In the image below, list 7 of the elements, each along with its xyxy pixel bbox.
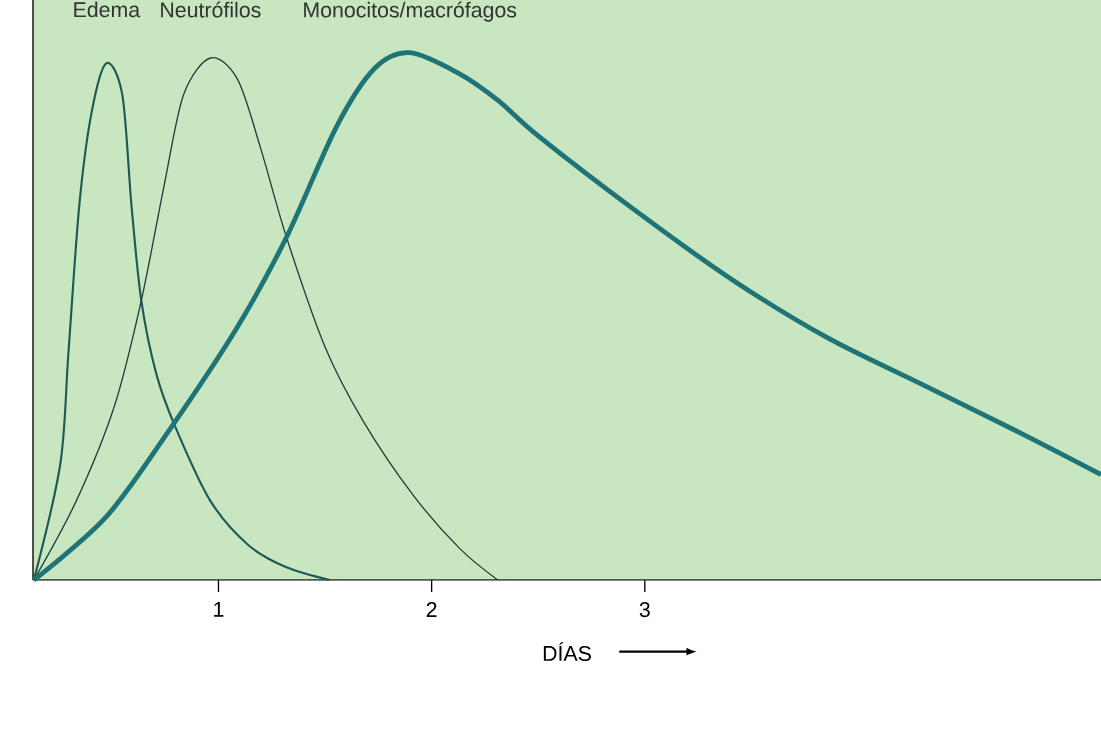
x-tick-label: 1 bbox=[214, 602, 224, 617]
x-tick-label: 3 bbox=[639, 602, 650, 618]
text: Edema bbox=[74, 1, 141, 18]
x-tick-label: 2 bbox=[426, 602, 437, 617]
x-axis-title: DÍAS bbox=[543, 642, 591, 661]
text: Neutrófilos bbox=[161, 1, 261, 18]
series-label: Monocitos/macrófagos bbox=[304, 1, 517, 22]
